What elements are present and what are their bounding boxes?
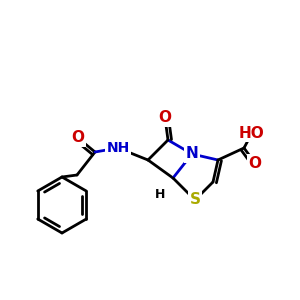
Text: S: S — [190, 193, 200, 208]
Text: H: H — [155, 188, 165, 200]
Text: O: O — [248, 155, 262, 170]
Text: N: N — [186, 146, 198, 161]
Text: O: O — [158, 110, 172, 125]
Text: NH: NH — [106, 141, 130, 155]
Text: O: O — [71, 130, 85, 146]
Text: HO: HO — [239, 125, 265, 140]
